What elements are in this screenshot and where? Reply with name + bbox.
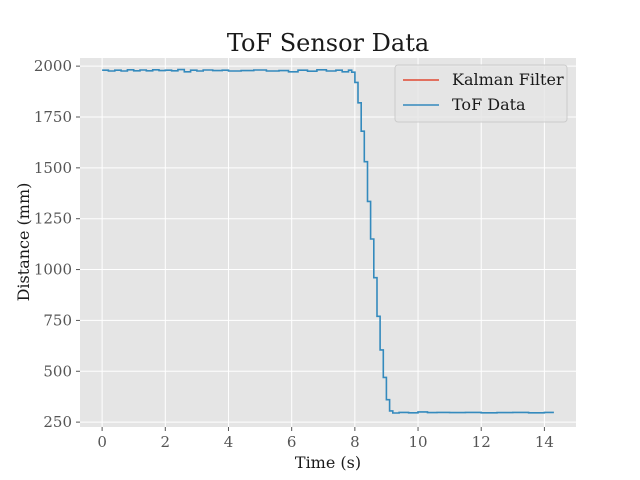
legend: Kalman Filter ToF Data [394, 64, 568, 123]
y-tick-label: 1000 [34, 261, 72, 279]
y-tick-label: 1250 [34, 210, 72, 228]
legend-label-kalman-filter: Kalman Filter [452, 70, 564, 89]
y-axis-label: Distance (mm) [14, 183, 33, 302]
y-tick-label: 2000 [34, 57, 72, 75]
series-layer [102, 68, 554, 414]
x-tick-label: 2 [161, 433, 171, 451]
x-tick-label: 4 [224, 433, 234, 451]
x-tick-label: 10 [408, 433, 427, 451]
legend-label-tof-data: ToF Data [452, 95, 526, 114]
y-tick-label: 750 [43, 311, 72, 329]
y-tick-label: 500 [43, 362, 72, 380]
series-line-tof-data [102, 68, 554, 414]
ticks: 0 2 4 6 8 10 12 14 250 500 750 1000 1250 1500 1750 2000 [34, 57, 554, 451]
x-tick-label: 14 [535, 433, 554, 451]
chart-title: ToF Sensor Data [227, 29, 429, 57]
x-tick-label: 8 [350, 433, 360, 451]
x-axis-label: Time (s) [295, 453, 361, 472]
x-tick-label: 12 [472, 433, 491, 451]
y-tick-label: 250 [43, 413, 72, 431]
x-tick-label: 0 [97, 433, 107, 451]
x-tick-label: 6 [287, 433, 297, 451]
y-tick-label: 1750 [34, 108, 72, 126]
y-tick-label: 1500 [34, 159, 72, 177]
